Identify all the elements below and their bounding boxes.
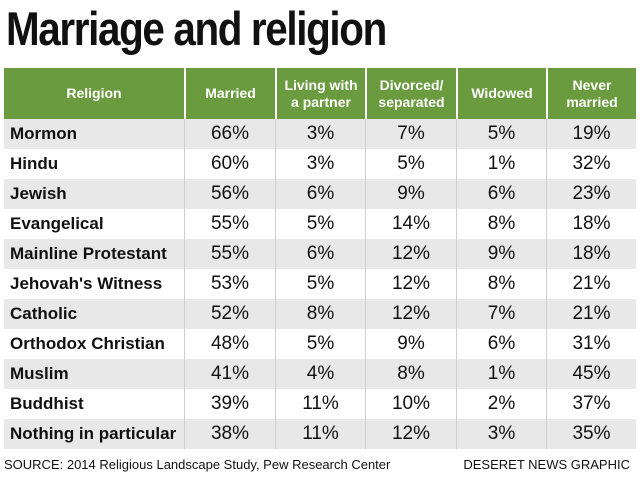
religion-cell: Mormon (4, 119, 184, 149)
religion-cell: Nothing in particular (4, 419, 184, 449)
never-married-cell: 18% (546, 209, 636, 239)
widowed-cell: 8% (456, 209, 546, 239)
table-row: Orthodox Christian 48% 5% 9% 6% 31% (4, 329, 636, 359)
never-married-cell: 18% (546, 239, 636, 269)
never-married-cell: 37% (546, 389, 636, 419)
religion-cell: Mainline Protestant (4, 239, 184, 269)
living-with-partner-cell: 8% (275, 299, 365, 329)
never-married-cell: 31% (546, 329, 636, 359)
chart-title: Marriage and religion (6, 2, 387, 55)
living-with-partner-cell: 5% (275, 329, 365, 359)
divorced-separated-cell: 9% (365, 179, 456, 209)
divorced-separated-cell: 7% (365, 119, 456, 149)
widowed-cell: 9% (456, 239, 546, 269)
divorced-separated-cell: 9% (365, 329, 456, 359)
table-row: Buddhist 39% 11% 10% 2% 37% (4, 389, 636, 419)
table-row: Mormon 66% 3% 7% 5% 19% (4, 119, 636, 149)
married-cell: 66% (184, 119, 275, 149)
living-with-partner-cell: 5% (275, 269, 365, 299)
living-with-partner-cell: 11% (275, 419, 365, 449)
widowed-cell: 1% (456, 149, 546, 179)
table-body: Mormon 66% 3% 7% 5% 19% Hindu 60% 3% 5% 1% 32% Jewis… (4, 119, 636, 449)
living-with-partner-cell: 6% (275, 179, 365, 209)
never-married-cell: 32% (546, 149, 636, 179)
table-row: Nothing in particular 38% 11% 12% 3% 35% (4, 419, 636, 449)
married-cell: 56% (184, 179, 275, 209)
column-header-never-married: Never married (546, 68, 636, 119)
widowed-cell: 7% (456, 299, 546, 329)
religion-cell: Evangelical (4, 209, 184, 239)
widowed-cell: 3% (456, 419, 546, 449)
widowed-cell: 8% (456, 269, 546, 299)
divorced-separated-cell: 12% (365, 419, 456, 449)
table-row: Evangelical 55% 5% 14% 8% 18% (4, 209, 636, 239)
married-cell: 39% (184, 389, 275, 419)
column-header-married: Married (184, 68, 275, 119)
divorced-separated-cell: 12% (365, 299, 456, 329)
never-married-cell: 35% (546, 419, 636, 449)
never-married-cell: 21% (546, 269, 636, 299)
source-note: SOURCE: 2014 Religious Landscape Study, … (4, 457, 391, 472)
living-with-partner-cell: 4% (275, 359, 365, 389)
religion-cell: Jewish (4, 179, 184, 209)
never-married-cell: 23% (546, 179, 636, 209)
table-row: Hindu 60% 3% 5% 1% 32% (4, 149, 636, 179)
married-cell: 48% (184, 329, 275, 359)
living-with-partner-cell: 3% (275, 119, 365, 149)
living-with-partner-cell: 11% (275, 389, 365, 419)
table-row: Muslim 41% 4% 8% 1% 45% (4, 359, 636, 389)
married-cell: 55% (184, 209, 275, 239)
divorced-separated-cell: 12% (365, 269, 456, 299)
religion-cell: Muslim (4, 359, 184, 389)
divorced-separated-cell: 8% (365, 359, 456, 389)
married-cell: 55% (184, 239, 275, 269)
data-table: Religion Married Living with a partner D… (4, 68, 636, 449)
column-header-living-with-partner: Living with a partner (275, 68, 365, 119)
column-header-divorced-separated: Divorced/ separated (365, 68, 456, 119)
column-header-widowed: Widowed (456, 68, 546, 119)
divorced-separated-cell: 14% (365, 209, 456, 239)
credit-label: DESERET NEWS GRAPHIC (463, 457, 630, 472)
religion-cell: Catholic (4, 299, 184, 329)
married-cell: 60% (184, 149, 275, 179)
widowed-cell: 1% (456, 359, 546, 389)
header-row: Religion Married Living with a partner D… (4, 68, 636, 119)
living-with-partner-cell: 5% (275, 209, 365, 239)
living-with-partner-cell: 6% (275, 239, 365, 269)
never-married-cell: 45% (546, 359, 636, 389)
widowed-cell: 5% (456, 119, 546, 149)
living-with-partner-cell: 3% (275, 149, 365, 179)
divorced-separated-cell: 12% (365, 239, 456, 269)
divorced-separated-cell: 5% (365, 149, 456, 179)
married-cell: 53% (184, 269, 275, 299)
column-header-religion: Religion (4, 68, 184, 119)
never-married-cell: 19% (546, 119, 636, 149)
table-row: Mainline Protestant 55% 6% 12% 9% 18% (4, 239, 636, 269)
divorced-separated-cell: 10% (365, 389, 456, 419)
religion-cell: Buddhist (4, 389, 184, 419)
religion-cell: Hindu (4, 149, 184, 179)
table-row: Jewish 56% 6% 9% 6% 23% (4, 179, 636, 209)
table-row: Jehovah's Witness 53% 5% 12% 8% 21% (4, 269, 636, 299)
never-married-cell: 21% (546, 299, 636, 329)
widowed-cell: 2% (456, 389, 546, 419)
married-cell: 41% (184, 359, 275, 389)
widowed-cell: 6% (456, 179, 546, 209)
religion-cell: Orthodox Christian (4, 329, 184, 359)
married-cell: 52% (184, 299, 275, 329)
religion-cell: Jehovah's Witness (4, 269, 184, 299)
widowed-cell: 6% (456, 329, 546, 359)
table-row: Catholic 52% 8% 12% 7% 21% (4, 299, 636, 329)
married-cell: 38% (184, 419, 275, 449)
